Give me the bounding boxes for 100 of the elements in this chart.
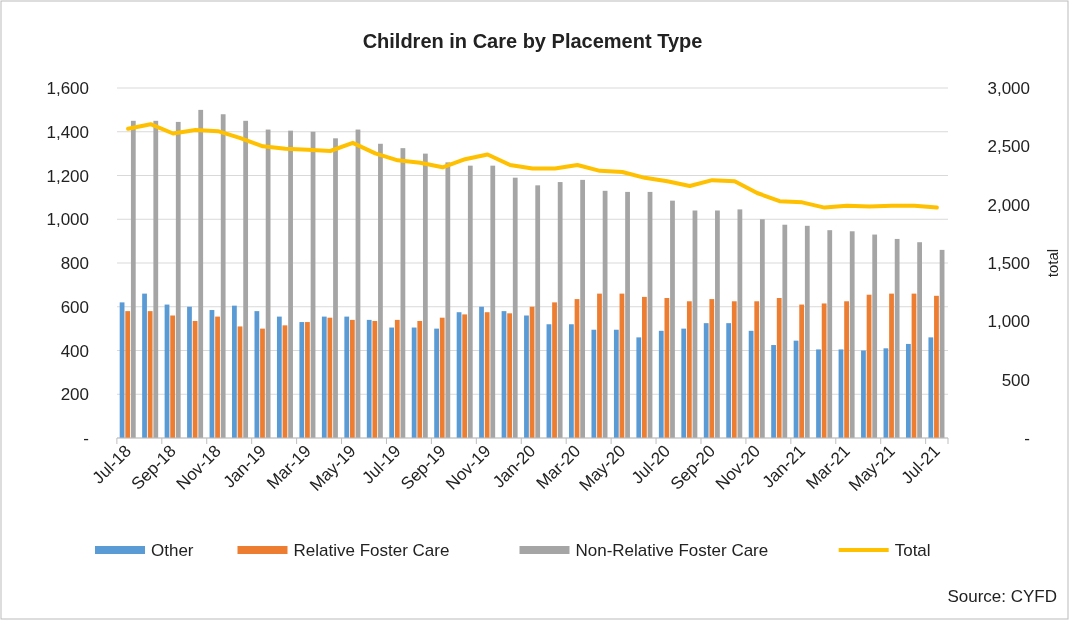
bar (512, 177, 518, 438)
bar (748, 330, 754, 438)
bar (372, 320, 378, 438)
legend-label: Total (894, 541, 931, 560)
bar (928, 337, 934, 438)
bar (591, 329, 597, 438)
bar (759, 219, 765, 438)
bar (905, 343, 911, 438)
source-note: Source: CYFD (947, 587, 1057, 606)
bar (664, 298, 670, 438)
bar (872, 234, 878, 438)
bar (411, 327, 417, 438)
bar (889, 293, 894, 438)
y-tick-label: - (83, 429, 89, 448)
bar (130, 120, 136, 438)
y2-tick-label: 1,500 (987, 254, 1030, 273)
bar (232, 305, 237, 438)
bar (507, 313, 512, 438)
bar (479, 306, 484, 438)
bar (934, 295, 939, 438)
y2-tick-label: 2,000 (987, 195, 1030, 215)
bar (569, 324, 574, 438)
bar (260, 328, 265, 438)
y-tick-label: 400 (60, 341, 89, 361)
bar (142, 293, 147, 438)
y2-tick-label: 3,000 (987, 79, 1030, 98)
bar (394, 319, 400, 438)
bar (827, 230, 833, 438)
bar (434, 328, 439, 438)
bar (170, 315, 176, 438)
y-tick-label: 1,400 (46, 122, 89, 142)
bar (439, 317, 445, 438)
y2-tick-label: - (1024, 429, 1030, 448)
bar (894, 238, 900, 438)
bar (681, 328, 687, 438)
bar (782, 224, 788, 438)
y-tick-label: 800 (60, 254, 89, 273)
bar (625, 191, 630, 438)
y2-tick-label: 2,500 (987, 137, 1030, 157)
bar (731, 301, 737, 438)
bar (378, 143, 383, 438)
bar (445, 162, 451, 438)
bar (288, 130, 293, 438)
bar (417, 320, 423, 438)
bar (484, 312, 490, 438)
bar (597, 293, 602, 438)
y-tick-label: 1,600 (46, 79, 89, 98)
bar (254, 311, 260, 438)
bar (535, 185, 541, 438)
line-series (126, 122, 939, 210)
bar (422, 153, 428, 438)
bar (349, 319, 355, 438)
y-tick-label: 200 (60, 385, 89, 405)
bar (799, 304, 805, 438)
bar (737, 209, 743, 438)
bar (849, 231, 855, 438)
bar (821, 303, 827, 438)
bar (276, 316, 282, 438)
bar (215, 316, 220, 438)
legend-label: Non-Relative Foster Care (575, 541, 769, 560)
bar (333, 138, 338, 438)
bar (462, 314, 468, 438)
bar (816, 349, 821, 438)
bar (490, 165, 496, 438)
bar (220, 114, 226, 438)
bar (147, 311, 153, 438)
bar (305, 322, 310, 438)
bar (344, 316, 350, 438)
y-tick-label: 1,200 (46, 166, 89, 186)
legend-label: Relative Foster Care (293, 541, 450, 560)
bar (580, 179, 586, 438)
bar (125, 311, 131, 438)
bar (366, 319, 372, 438)
bar (642, 296, 647, 438)
bar (686, 301, 692, 438)
bar (804, 225, 810, 438)
y2-axis-title: total (1044, 248, 1061, 278)
bar (670, 200, 675, 438)
bar (175, 121, 181, 438)
bar (715, 210, 720, 438)
bar (658, 330, 664, 438)
bar (389, 327, 395, 438)
chart-title: Children in Care by Placement Type (362, 30, 703, 52)
y2-tick-label: 500 (1001, 370, 1030, 390)
bar (861, 350, 866, 438)
bar (726, 323, 732, 438)
bar (187, 306, 192, 438)
y2-tick-label: 1,000 (987, 312, 1030, 332)
bar (243, 120, 249, 438)
bar (552, 302, 557, 438)
bar (557, 182, 563, 438)
bar (771, 345, 776, 438)
bar (709, 299, 715, 438)
bar (467, 165, 473, 438)
bar (844, 301, 849, 438)
bar (754, 301, 760, 438)
bar (321, 316, 327, 438)
bar (299, 322, 305, 438)
y-tick-label: 600 (60, 297, 89, 317)
bar (153, 120, 159, 438)
